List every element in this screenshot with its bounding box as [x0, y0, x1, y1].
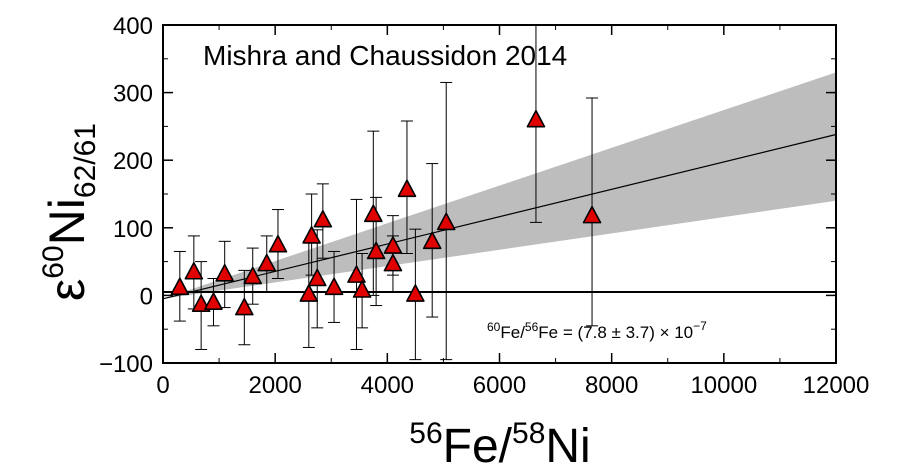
annotation-sup: −7 [693, 319, 707, 333]
x-axis-label: 56Fe/58Ni [409, 417, 590, 468]
x-axis-label-sup: 58 [512, 417, 545, 450]
x-axis-label-text: Ni [545, 420, 590, 468]
data-point [397, 179, 417, 198]
y-axis-label-epsilon: ε [39, 279, 95, 301]
data-point [313, 209, 333, 228]
data-point [347, 265, 366, 283]
y-tick-label: 200 [113, 148, 153, 175]
x-tick-label: 8000 [585, 372, 638, 399]
x-axis-label-sup: 56 [409, 417, 442, 450]
data-point [352, 280, 372, 298]
fit-line [162, 133, 837, 300]
annotation-text: Fe/ [500, 323, 525, 342]
x-tick-label: 12000 [803, 372, 870, 399]
x-tick-label: 0 [156, 372, 169, 399]
data-point [307, 268, 327, 287]
chart-title: Mishra and Chaussidon 2014 [203, 40, 567, 71]
data-point [406, 284, 425, 302]
y-axis-label-text: Ni [39, 198, 95, 245]
data-point [383, 253, 403, 272]
data-point [324, 277, 344, 296]
y-tick-label: −100 [99, 351, 153, 378]
data-point [436, 212, 456, 231]
x-tick-label: 10000 [690, 372, 757, 399]
plot-area: 0 2000 4000 6000 8000 10000 12000−100010020030… [99, 13, 869, 399]
data-point [204, 292, 223, 310]
y-tick-label: 0 [140, 283, 153, 310]
x-tick-label: 4000 [361, 372, 414, 399]
x-tick-label: 2000 [248, 372, 301, 399]
data-point [268, 234, 288, 253]
annotation-sup: 60 [487, 320, 501, 334]
data-point [299, 284, 319, 302]
y-tick-label: 300 [113, 81, 153, 108]
data-point [170, 277, 190, 296]
y-tick-label: 100 [113, 216, 153, 243]
data-point [302, 226, 321, 244]
y-tick-label: 400 [113, 13, 153, 40]
data-point [526, 109, 546, 128]
annotation-sup: 56 [525, 320, 539, 334]
data-point [582, 205, 602, 224]
data-point [215, 263, 234, 282]
annotation-text: Fe = (7.8 ± 3.7) × 10 [538, 323, 693, 342]
data-point [422, 231, 442, 250]
data-point [235, 297, 254, 316]
x-tick-label: 6000 [473, 372, 526, 399]
slope-annotation: 60Fe/56Fe = (7.8 ± 3.7) × 10−7 [487, 319, 707, 342]
data-point [257, 253, 277, 272]
y-axis-label-sup: 60 [37, 245, 70, 278]
data-point [243, 266, 263, 285]
y-axis-label-sub: 62/61 [69, 123, 102, 198]
data-point [184, 261, 204, 280]
data-point [364, 204, 383, 223]
x-axis-label-text: Fe/ [443, 420, 513, 468]
data-point [383, 236, 403, 254]
data-point [366, 241, 386, 260]
y-axis-label: ε60Ni62/61 [37, 123, 102, 301]
